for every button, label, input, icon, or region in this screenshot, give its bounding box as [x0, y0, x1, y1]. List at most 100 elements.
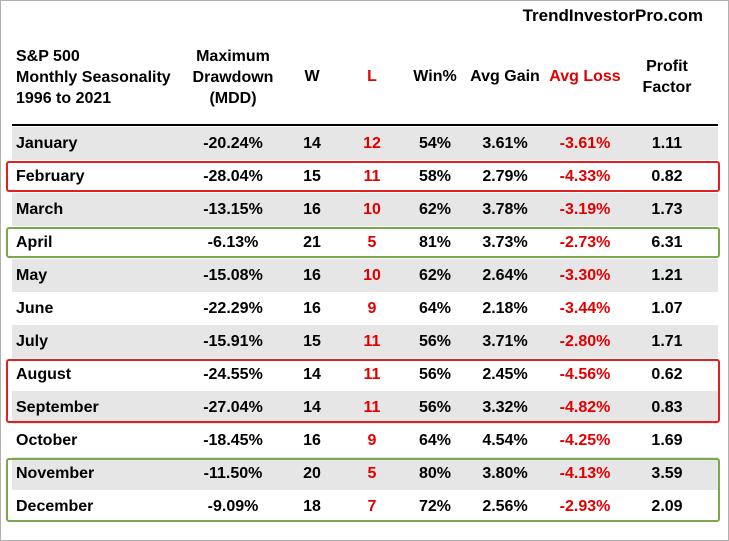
cell-month: November [16, 465, 95, 482]
cell-win: 64% [418, 300, 452, 317]
cell-gain: 4.54% [482, 432, 528, 449]
cell-month: April [16, 234, 53, 251]
cell-gain: 2.18% [482, 300, 528, 317]
cell-w: 14 [303, 366, 321, 383]
cell-pf: 1.21 [651, 267, 683, 284]
cell-l: 12 [363, 135, 381, 152]
cell-loss: -4.25% [559, 432, 611, 449]
cell-mdd: -27.04% [203, 399, 263, 416]
cell-loss: -4.82% [559, 399, 611, 416]
cell-win: 64% [418, 432, 452, 449]
cell-l: 5 [367, 465, 377, 482]
table-row: October -18.45% 16 9 64% 4.54% -4.25% 1.69 [12, 424, 718, 457]
table-row: June -22.29% 16 9 64% 2.18% -3.44% 1.07 [12, 292, 718, 325]
cell-l: 11 [363, 399, 381, 416]
header-avg-loss: Avg Loss [549, 68, 621, 85]
cell-mdd: -15.08% [203, 267, 263, 284]
title-line: Monthly Seasonality [16, 69, 171, 86]
table-row: December -9.09% 18 7 72% 2.56% -2.93% 2.09 [12, 490, 718, 523]
cell-l: 9 [367, 432, 377, 449]
header-mdd-line: Drawdown [192, 69, 274, 86]
cell-l: 5 [367, 234, 377, 251]
cell-gain: 3.80% [482, 465, 528, 482]
header-mdd: Maximum Drawdown (MDD) [180, 46, 286, 109]
cell-pf: 0.83 [651, 399, 683, 416]
cell-l: 11 [363, 168, 381, 185]
table-row: January -20.24% 14 12 54% 3.61% -3.61% 1.11 [12, 127, 718, 160]
cell-mdd: -6.13% [207, 234, 259, 251]
cell-mdd: -28.04% [203, 168, 263, 185]
cell-mdd: -11.50% [203, 465, 263, 482]
table-row: April -6.13% 21 5 81% 3.73% -2.73% 6.31 [12, 226, 718, 259]
cell-pf: 2.09 [651, 498, 683, 515]
cell-win: 62% [418, 267, 452, 284]
cell-gain: 3.78% [482, 201, 528, 218]
cell-loss: -3.61% [559, 135, 611, 152]
cell-l: 10 [363, 267, 381, 284]
cell-w: 20 [303, 465, 321, 482]
cell-win: 58% [418, 168, 452, 185]
weak-month-highlight [6, 359, 720, 423]
cell-loss: -2.80% [559, 333, 611, 350]
cell-pf: 6.31 [651, 234, 683, 251]
cell-w: 16 [303, 201, 321, 218]
cell-w: 14 [303, 135, 321, 152]
cell-gain: 2.45% [482, 366, 528, 383]
cell-l: 11 [363, 333, 381, 350]
cell-w: 21 [303, 234, 321, 251]
cell-win: 56% [418, 399, 452, 416]
cell-month: July [16, 333, 49, 350]
cell-loss: -3.44% [559, 300, 611, 317]
cell-w: 18 [303, 498, 321, 515]
cell-month: June [16, 300, 54, 317]
cell-l: 10 [363, 201, 381, 218]
cell-month: May [16, 267, 48, 284]
cell-mdd: -24.55% [203, 366, 263, 383]
table-row: September -27.04% 14 11 56% 3.32% -4.82% 0.83 [12, 391, 718, 424]
cell-month: February [16, 168, 85, 185]
cell-month: March [16, 201, 64, 218]
table-row: May -15.08% 16 10 62% 2.64% -3.30% 1.21 [12, 259, 718, 292]
cell-win: 81% [418, 234, 452, 251]
header-l: L [367, 68, 377, 85]
cell-w: 16 [303, 300, 321, 317]
cell-mdd: -18.45% [203, 432, 263, 449]
cell-month: January [16, 135, 78, 152]
cell-pf: 1.73 [651, 201, 683, 218]
cell-pf: 1.71 [651, 333, 683, 350]
cell-gain: 2.56% [482, 498, 528, 515]
header-mdd-line: (MDD) [209, 90, 257, 107]
table-row: November -11.50% 20 5 80% 3.80% -4.13% 3.59 [12, 457, 718, 490]
cell-month: August [16, 366, 72, 383]
cell-w: 16 [303, 267, 321, 284]
header-avg-gain: Avg Gain [470, 68, 540, 85]
cell-month: December [16, 498, 94, 515]
cell-win: 72% [418, 498, 452, 515]
cell-pf: 0.62 [651, 366, 683, 383]
weak-month-highlight [6, 161, 720, 192]
table-title: S&P 500 Monthly Seasonality 1996 to 2021 [16, 46, 176, 109]
title-line: S&P 500 [16, 48, 80, 65]
strong-month-highlight [6, 227, 720, 258]
header-profit-factor: Profit Factor [626, 56, 708, 98]
cell-loss: -3.30% [559, 267, 611, 284]
cell-mdd: -13.15% [203, 201, 263, 218]
cell-loss: -4.13% [559, 465, 611, 482]
cell-pf: 0.82 [651, 168, 683, 185]
table-row: July -15.91% 15 11 56% 3.71% -2.80% 1.71 [12, 325, 718, 358]
table-row: March -13.15% 16 10 62% 3.78% -3.19% 1.73 [12, 193, 718, 226]
cell-w: 16 [303, 432, 321, 449]
table-row: August -24.55% 14 11 56% 2.45% -4.56% 0.62 [12, 358, 718, 391]
cell-l: 9 [367, 300, 377, 317]
brand-label: TrendInvestorPro.com [522, 6, 703, 25]
header-separator [12, 124, 718, 126]
header-pf-line: Factor [642, 79, 692, 96]
cell-pf: 3.59 [651, 465, 683, 482]
cell-mdd: -20.24% [203, 135, 263, 152]
cell-l: 11 [363, 366, 381, 383]
cell-win: 54% [418, 135, 452, 152]
cell-w: 15 [303, 333, 321, 350]
cell-gain: 3.71% [482, 333, 528, 350]
cell-win: 56% [418, 366, 452, 383]
cell-month: October [16, 432, 78, 449]
